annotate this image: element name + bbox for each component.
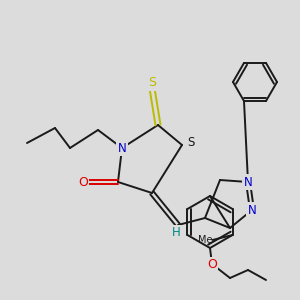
Text: N: N [244,176,252,188]
Text: S: S [187,136,195,148]
Text: Me: Me [198,235,212,245]
Text: N: N [118,142,126,154]
Text: O: O [207,259,217,272]
Text: N: N [248,203,256,217]
Text: S: S [148,76,156,89]
Text: H: H [172,226,180,239]
Text: O: O [78,176,88,188]
